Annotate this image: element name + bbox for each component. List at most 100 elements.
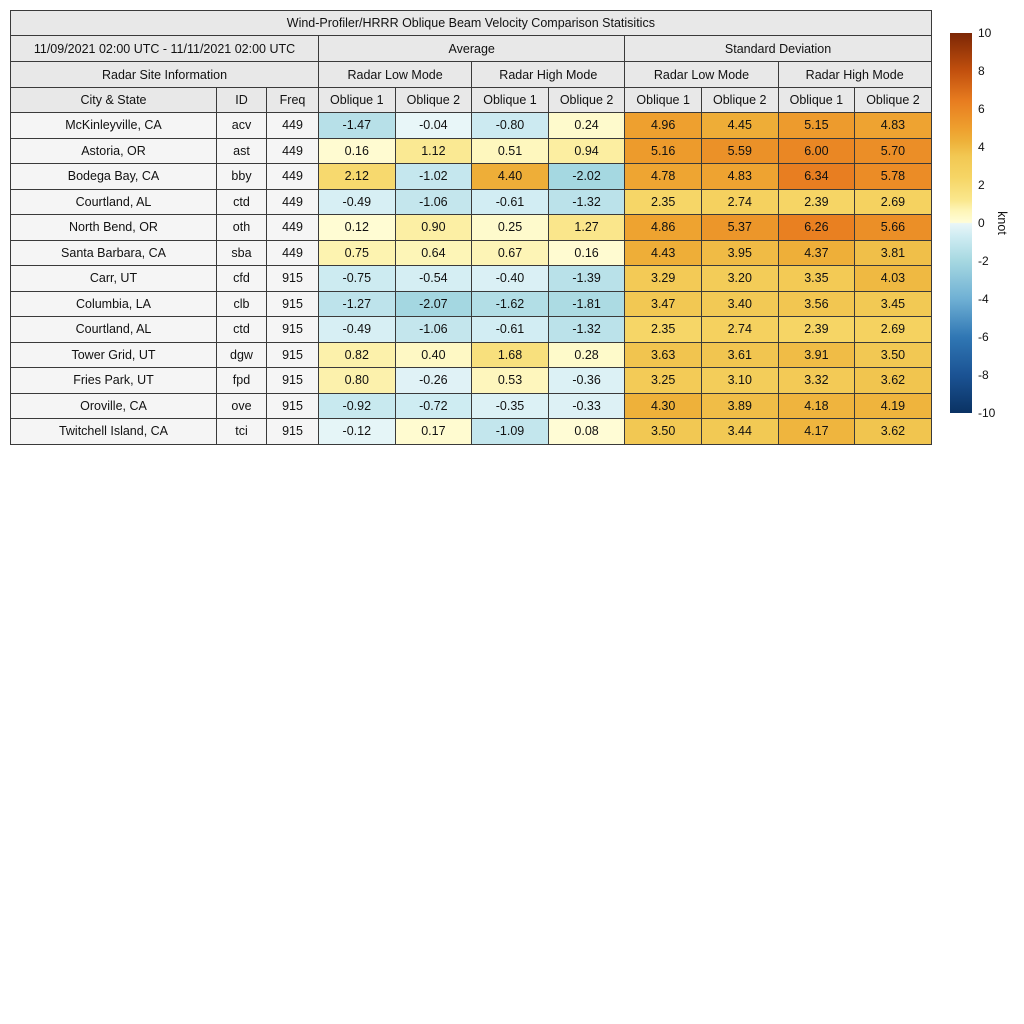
- colorbar-tick-label: -4: [978, 292, 989, 306]
- mode-header-sd-low: Radar Low Mode: [624, 61, 779, 88]
- value-cell: 4.78: [624, 163, 702, 190]
- value-cell: 4.03: [854, 265, 932, 292]
- value-cell: 1.68: [471, 341, 549, 368]
- value-cell: -0.49: [318, 188, 396, 215]
- value-cell: -0.49: [318, 316, 396, 343]
- value-cell: -1.62: [471, 290, 549, 317]
- value-cell: 4.40: [471, 163, 549, 190]
- value-cell: 2.74: [700, 188, 779, 215]
- value-cell: -0.36: [547, 367, 626, 394]
- colorbar-tick-label: 4: [978, 140, 985, 154]
- freq-cell: 915: [266, 418, 319, 445]
- value-cell: -0.04: [394, 112, 473, 139]
- city-cell: Twitchell Island, CA: [10, 418, 217, 445]
- value-cell: 0.40: [394, 341, 473, 368]
- value-cell: 5.66: [854, 214, 932, 241]
- value-cell: -1.27: [318, 290, 396, 317]
- value-cell: 3.63: [624, 341, 702, 368]
- value-cell: 0.64: [394, 239, 473, 266]
- colorbar-axis-label: knot: [995, 211, 1009, 235]
- value-cell: -1.06: [394, 316, 473, 343]
- freq-cell: 449: [266, 163, 319, 190]
- value-cell: -0.72: [394, 392, 473, 419]
- value-cell: -1.81: [547, 290, 626, 317]
- value-cell: 0.51: [471, 137, 549, 164]
- colorbar-tick-label: 8: [978, 64, 985, 78]
- value-cell: 4.18: [777, 392, 856, 419]
- site-id-cell: sba: [216, 239, 267, 266]
- value-cell: 0.67: [471, 239, 549, 266]
- site-id-cell: oth: [216, 214, 267, 241]
- table-row: Courtland, AL ctd 449 -0.49 -1.06 -0.61 -1.32 2…: [10, 188, 932, 215]
- value-cell: 3.47: [624, 290, 702, 317]
- mode-header-row: Radar Site Information Radar Low Mode Ra…: [10, 61, 932, 88]
- value-cell: 0.16: [318, 137, 396, 164]
- col-header-oblique: Oblique 1: [624, 87, 702, 113]
- col-header-oblique: Oblique 2: [854, 87, 932, 113]
- value-cell: 2.39: [777, 316, 856, 343]
- table-row: McKinleyville, CA acv 449 -1.47 -0.04 -0.80 0.…: [10, 112, 932, 139]
- city-cell: Courtland, AL: [10, 316, 217, 343]
- city-cell: Columbia, LA: [10, 290, 217, 317]
- value-cell: 5.70: [854, 137, 932, 164]
- value-cell: 0.28: [547, 341, 626, 368]
- value-cell: -2.02: [547, 163, 626, 190]
- col-header-freq: Freq: [266, 87, 319, 113]
- value-cell: 3.40: [700, 290, 779, 317]
- value-cell: 0.75: [318, 239, 396, 266]
- value-cell: 1.27: [547, 214, 626, 241]
- col-header-oblique: Oblique 1: [318, 87, 396, 113]
- mode-header-avg-high: Radar High Mode: [471, 61, 626, 88]
- freq-cell: 449: [266, 239, 319, 266]
- value-cell: -0.35: [471, 392, 549, 419]
- value-cell: 2.12: [318, 163, 396, 190]
- site-id-cell: tci: [216, 418, 267, 445]
- site-id-cell: ast: [216, 137, 267, 164]
- city-cell: Carr, UT: [10, 265, 217, 292]
- value-cell: 1.12: [394, 137, 473, 164]
- value-cell: -0.75: [318, 265, 396, 292]
- value-cell: 3.29: [624, 265, 702, 292]
- site-id-cell: acv: [216, 112, 267, 139]
- value-cell: 2.69: [854, 188, 932, 215]
- table-row: Tower Grid, UT dgw 915 0.82 0.40 1.68 0.28 3.63…: [10, 341, 932, 368]
- value-cell: 5.59: [700, 137, 779, 164]
- value-cell: 0.12: [318, 214, 396, 241]
- col-header-oblique: Oblique 2: [547, 87, 626, 113]
- value-cell: -0.54: [394, 265, 473, 292]
- freq-cell: 915: [266, 316, 319, 343]
- value-cell: 0.80: [318, 367, 396, 394]
- site-info-header: Radar Site Information: [10, 61, 319, 88]
- colorbar-tick-label: 0: [978, 216, 985, 230]
- value-cell: -2.07: [394, 290, 473, 317]
- table-row: Columbia, LA clb 915 -1.27 -2.07 -1.62 -1.81 3.…: [10, 290, 932, 317]
- value-cell: 4.19: [854, 392, 932, 419]
- group-header-average: Average: [317, 35, 626, 62]
- site-id-cell: bby: [216, 163, 267, 190]
- colorbar-tick-label: 2: [978, 178, 985, 192]
- column-header-row: City & State ID Freq Oblique 1 Oblique 2…: [10, 87, 932, 113]
- value-cell: 3.56: [777, 290, 856, 317]
- value-cell: 0.53: [471, 367, 549, 394]
- value-cell: 2.35: [624, 188, 702, 215]
- value-cell: 0.17: [394, 418, 473, 445]
- table-title: Wind-Profiler/HRRR Oblique Beam Velocity…: [10, 10, 932, 36]
- value-cell: -0.33: [547, 392, 626, 419]
- city-cell: Fries Park, UT: [10, 367, 217, 394]
- freq-cell: 915: [266, 265, 319, 292]
- colorbar-tick-label: 10: [978, 26, 992, 40]
- value-cell: 2.69: [854, 316, 932, 343]
- site-id-cell: dgw: [216, 341, 267, 368]
- table-row: Carr, UT cfd 915 -0.75 -0.54 -0.40 -1.39 3.29 3.…: [10, 265, 932, 292]
- col-header-oblique: Oblique 2: [700, 87, 779, 113]
- value-cell: 3.62: [854, 418, 932, 445]
- value-cell: 3.35: [777, 265, 856, 292]
- city-cell: Astoria, OR: [10, 137, 217, 164]
- colorbar-tick-label: -10: [978, 406, 996, 420]
- table-row: Santa Barbara, CA sba 449 0.75 0.64 0.67 0.16 4…: [10, 239, 932, 266]
- city-cell: Tower Grid, UT: [10, 341, 217, 368]
- city-cell: Oroville, CA: [10, 392, 217, 419]
- value-cell: 3.50: [854, 341, 932, 368]
- value-cell: 0.82: [318, 341, 396, 368]
